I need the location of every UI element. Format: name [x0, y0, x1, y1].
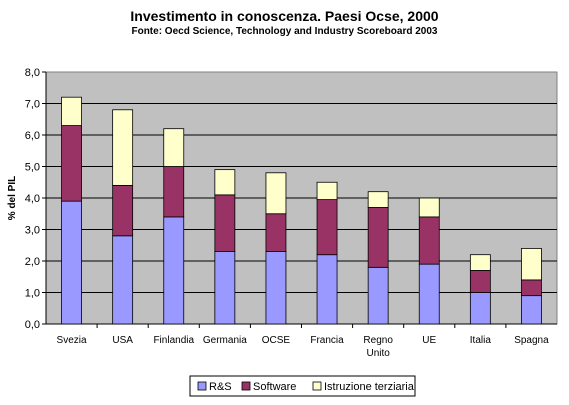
- bar-istruzione-terziaria: [163, 128, 185, 167]
- bar-software: [418, 216, 440, 265]
- chart-titles: Investimento in conoscenza. Paesi Ocse, …: [0, 7, 569, 39]
- x-tick-label: Regno: [363, 335, 393, 346]
- legend-swatch: [241, 381, 251, 391]
- bar-istruzione-terziaria: [265, 172, 287, 215]
- y-tick-label: 2,0: [25, 256, 40, 268]
- bar-software: [214, 194, 236, 252]
- x-tick-label: Francia: [310, 335, 344, 346]
- x-tick-label: Germania: [203, 335, 247, 346]
- y-tick-label: 5,0: [25, 162, 40, 174]
- bar-istruzione-terziaria: [316, 181, 338, 200]
- bar-r-s: [214, 251, 236, 325]
- bar-istruzione-terziaria: [469, 254, 491, 271]
- x-tick-label: USA: [112, 335, 133, 346]
- bar-r-s: [265, 251, 287, 325]
- legend-label: Software: [253, 381, 296, 393]
- legend: [189, 375, 416, 397]
- bar-software: [316, 199, 338, 256]
- y-tick-label: 7,0: [25, 99, 40, 111]
- x-tick-label: OCSE: [262, 335, 291, 346]
- y-tick-label: 8,0: [25, 67, 40, 79]
- bar-r-s: [469, 292, 491, 325]
- bar-r-s: [112, 235, 134, 325]
- bar-software: [163, 166, 185, 218]
- x-tick-label: Finlandia: [153, 335, 194, 346]
- bar-software: [61, 125, 82, 202]
- bar-istruzione-terziaria: [112, 109, 134, 186]
- legend-label: Istruzione terziaria: [324, 381, 415, 393]
- x-tick-label: Spagna: [514, 335, 549, 346]
- legend-swatch: [197, 381, 207, 391]
- bar-r-s: [316, 254, 338, 325]
- chart-subtitle: Fonte: Oecd Science, Technology and Indu…: [131, 26, 438, 37]
- bar-istruzione-terziaria: [61, 96, 82, 126]
- bar-software: [521, 279, 542, 297]
- y-tick-label: 3,0: [25, 225, 40, 237]
- bar-r-s: [521, 295, 542, 325]
- chart-title: Investimento in conoscenza. Paesi Ocse, …: [130, 8, 439, 24]
- y-tick-label: 1,0: [25, 288, 40, 300]
- y-tick-label: 6,0: [25, 130, 40, 142]
- y-tick-label: 4,0: [25, 193, 40, 205]
- bar-software: [265, 213, 287, 252]
- bar-istruzione-terziaria: [521, 247, 542, 281]
- y-tick-label: 0,0: [25, 319, 40, 331]
- y-axis-label: % del PIL: [7, 176, 18, 220]
- legend-swatch: [312, 381, 322, 391]
- bar-r-s: [367, 266, 389, 325]
- bar-software: [367, 207, 389, 268]
- x-tick-label: Svezia: [57, 335, 87, 346]
- x-tick-label: UE: [422, 335, 436, 346]
- x-tick-label: Unito: [366, 348, 390, 359]
- bar-r-s: [163, 216, 185, 325]
- bar-software: [469, 270, 491, 293]
- bar-r-s: [61, 200, 82, 325]
- legend-label: R&S: [209, 381, 232, 393]
- bar-software: [112, 184, 134, 237]
- bar-r-s: [418, 263, 440, 325]
- x-tick-label: Italia: [470, 335, 492, 346]
- bar-istruzione-terziaria: [418, 197, 440, 218]
- bar-istruzione-terziaria: [214, 169, 236, 196]
- bar-istruzione-terziaria: [367, 191, 389, 208]
